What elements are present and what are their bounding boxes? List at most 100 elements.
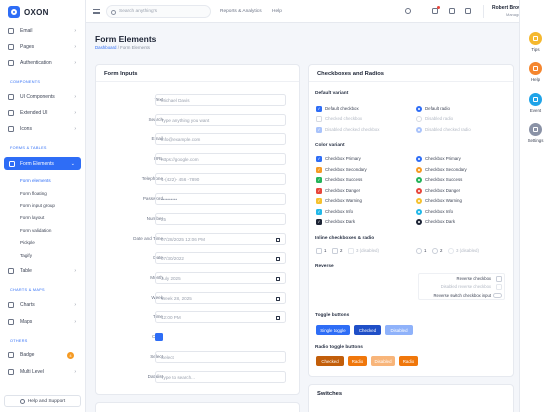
form-row: Email info@example.com xyxy=(96,133,308,145)
form-input-value: https://google.com xyxy=(161,157,199,162)
help-support-button[interactable]: Help and Support xyxy=(4,395,81,407)
radio-toggle-radio[interactable]: Radio xyxy=(399,356,418,366)
sidebar-subitem-pickple[interactable]: Pickple xyxy=(20,239,35,245)
sidebar-item-pages[interactable]: Pages › xyxy=(0,41,86,53)
radio-checkbox-success[interactable] xyxy=(416,177,422,183)
form-input-search[interactable]: Type anything you want xyxy=(155,114,286,126)
checkbox-checkbox-success[interactable]: ✓ xyxy=(316,177,322,183)
form-inputs-card: Form Inputs Text Michael Davis Search Type … xyxy=(95,64,300,395)
sidebar-item-badge[interactable]: Badge 4 xyxy=(0,349,86,361)
chevron-right-icon: › xyxy=(74,60,76,66)
breadcrumb-home[interactable]: Dashboard xyxy=(95,45,117,50)
reverse-switch[interactable] xyxy=(493,293,502,298)
menu-icon[interactable] xyxy=(93,9,100,14)
radio-checkbox-danger[interactable] xyxy=(416,187,422,194)
right-rail: Tips Help Event Settings xyxy=(519,0,550,412)
sidebar-item-multi-level[interactable]: Multi Level › xyxy=(0,366,86,378)
radio-checkbox-warning[interactable] xyxy=(416,198,422,204)
sidebar-item-icons[interactable]: Icons › xyxy=(0,123,86,135)
form-input-week[interactable]: Week 28, 2025 xyxy=(155,292,286,304)
checkbox-checkbox-dark[interactable]: ✓ xyxy=(316,219,322,225)
chart-icon xyxy=(8,302,14,308)
sidebar-item-form-elements[interactable]: Form Elements ⌄ xyxy=(4,157,81,170)
form-input-datalist[interactable]: Type to search... xyxy=(155,371,286,383)
sidebar-item-extended-ui[interactable]: Extended UI › xyxy=(0,107,86,119)
radio-checkbox-info[interactable] xyxy=(416,208,422,215)
rail-item-help[interactable]: Help xyxy=(520,62,550,82)
form-input-value: Michael Davis xyxy=(161,98,190,103)
rail-item-tips[interactable]: Tips xyxy=(520,32,550,52)
sidebar-subitem-form-input-group[interactable]: Form input group xyxy=(20,202,55,208)
radio[interactable] xyxy=(416,106,422,112)
sidebar-item-email[interactable]: Email › xyxy=(0,25,86,37)
form-input-email[interactable]: info@example.com xyxy=(155,133,286,145)
form-input-date[interactable]: 07/30/2022 xyxy=(155,252,286,264)
checkbox-label: Checkbox Secondary xyxy=(325,166,367,172)
reverse-label: Reverse switch checkbox input xyxy=(433,293,492,298)
radio-checkbox-primary[interactable] xyxy=(416,156,422,162)
search-icon xyxy=(111,9,116,15)
radio-label: Checkbox Primary xyxy=(425,156,461,161)
radio-toggle-checked[interactable]: Checked xyxy=(316,356,344,366)
checkbox[interactable]: ✓ xyxy=(316,106,322,112)
chevron-right-icon: › xyxy=(74,44,76,50)
checkbox-checkbox-warning[interactable]: ✓ xyxy=(316,198,322,204)
form-input-password[interactable]: •••••••••• xyxy=(155,193,286,205)
form-input-date-and-time[interactable]: 07/28/2025 12:06 PM xyxy=(155,233,286,245)
inline-checkbox-label: 3 (disabled) xyxy=(356,248,379,253)
form-label: URL xyxy=(153,156,163,161)
form-input-select[interactable]: Select xyxy=(155,351,286,363)
inline-checkbox[interactable] xyxy=(332,248,338,254)
toggle-button-checked[interactable]: Checked xyxy=(354,325,381,335)
rail-item-event[interactable]: Event xyxy=(520,93,550,113)
form-input-month[interactable]: July 2025 xyxy=(155,272,286,284)
form-label: Time xyxy=(152,314,163,319)
sidebar-item-maps[interactable]: Maps › xyxy=(0,316,86,328)
sidebar-subitem-form-validation[interactable]: Form validation xyxy=(20,227,52,233)
toggle-button-single-toggle[interactable]: Single toggle xyxy=(316,325,350,335)
radio-toggle-radio[interactable]: Radio xyxy=(348,356,367,366)
reverse-checkbox[interactable] xyxy=(496,276,502,282)
form-input-time[interactable]: 12:00 PM xyxy=(155,311,286,323)
calendar-icon xyxy=(276,315,280,320)
brand-logo[interactable]: OXON xyxy=(8,5,49,19)
message-icon[interactable] xyxy=(449,8,455,14)
form-input-text[interactable]: Michael Davis xyxy=(155,94,286,106)
reports-analytics-link[interactable]: Reports & Analytics xyxy=(220,9,262,14)
sidebar-item-authentication[interactable]: Authentication › xyxy=(0,57,86,69)
inline-checkbox[interactable] xyxy=(316,248,322,254)
theme-toggle-icon[interactable] xyxy=(405,8,411,14)
color-swatch[interactable] xyxy=(155,333,163,341)
radio-checkbox-secondary[interactable] xyxy=(416,166,422,173)
radio-dot xyxy=(418,158,420,160)
next-card xyxy=(95,402,300,412)
inline-radio-label: 3 (disabled) xyxy=(456,248,479,253)
checkbox-checkbox-primary[interactable]: ✓ xyxy=(316,156,322,162)
radio-label: Checkbox Secondary xyxy=(425,166,467,172)
search-input[interactable]: Search anything's xyxy=(106,5,211,18)
sidebar-item-table[interactable]: Table › xyxy=(0,265,86,277)
sidebar-subitem-tagify[interactable]: Tagify xyxy=(20,252,32,258)
sidebar-subitem-form-floating[interactable]: Form floating xyxy=(20,190,47,196)
checkbox-checkbox-info[interactable]: ✓ xyxy=(316,208,322,215)
sidebar-subitem-form-layout[interactable]: Form layout xyxy=(20,214,45,220)
form-input-number[interactable]: 25 xyxy=(155,213,286,225)
apps-icon[interactable] xyxy=(465,8,471,14)
radio-toggle-title: Radio toggle buttons xyxy=(315,345,363,350)
form-input-color[interactable] xyxy=(155,331,286,343)
form-input-url[interactable]: https://google.com xyxy=(155,153,286,165)
mail-icon xyxy=(8,28,14,34)
sidebar-item-charts[interactable]: Charts › xyxy=(0,299,86,311)
form-input-value: 1-(422)- 456 -7890 xyxy=(161,177,200,182)
inline-radio[interactable] xyxy=(416,248,422,254)
sidebar-subitem-form-elements[interactable]: Form elements xyxy=(20,177,51,183)
radio-checkbox-dark[interactable] xyxy=(416,219,422,225)
form-input-telephone[interactable]: 1-(422)- 456 -7890 xyxy=(155,173,286,185)
notification-bell-icon[interactable] xyxy=(432,8,438,14)
checkbox-checkbox-danger[interactable]: ✓ xyxy=(316,187,322,194)
help-link[interactable]: Help xyxy=(272,9,282,14)
sidebar-item-ui-components[interactable]: UI Components › xyxy=(0,91,86,103)
inline-radio[interactable] xyxy=(432,248,438,254)
checkbox-checkbox-secondary[interactable]: ✓ xyxy=(316,166,322,173)
rail-item-settings[interactable]: Settings xyxy=(520,123,550,143)
